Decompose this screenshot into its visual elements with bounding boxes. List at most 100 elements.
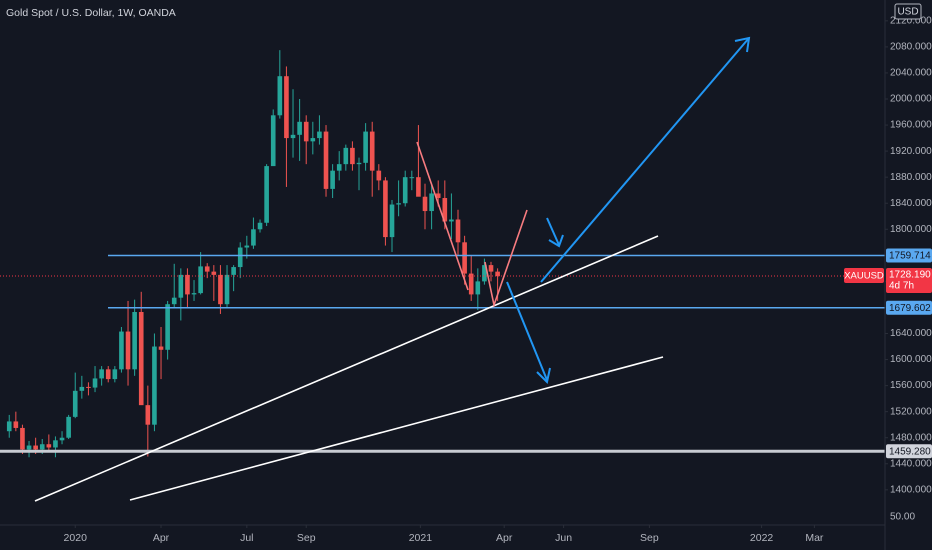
candle-body [224,274,230,305]
x-tick-label: Apr [496,532,513,544]
candle-body [244,245,250,248]
candle-body [297,121,302,135]
arrow [540,37,750,283]
candle-body [39,444,45,450]
candle-body [165,304,170,350]
candle-body [13,421,19,428]
candle-body [336,164,342,171]
candle-body [86,386,91,388]
candle-body [323,131,329,189]
chart-title: Gold Spot / U.S. Dollar, 1W, OANDA [6,7,176,19]
y-tick-label: 1480.000 [890,432,932,443]
x-tick-label: Mar [805,532,824,544]
candle-body [409,177,415,179]
candle-body [495,271,500,277]
candle-body [66,416,71,438]
y-tick-label: 2120.000 [890,15,932,26]
candle-body [99,369,104,379]
y-tick-label: 1440.000 [890,458,932,469]
candle-body [482,265,487,282]
candle-body [132,312,137,370]
candle-body [290,134,296,139]
candle-body [237,247,243,268]
candle-body [158,346,164,350]
candle-body [119,331,124,370]
candle-body [251,229,256,246]
candle-body [396,203,401,205]
y-tick-label: 2000.000 [890,94,932,105]
candle-body [383,180,388,238]
arrow-head [548,234,564,248]
y-tick-label: 1840.000 [890,198,932,209]
level-label-box [886,444,932,459]
x-tick-label: 2020 [64,532,88,544]
candle-body [92,378,98,388]
candle-body [468,273,474,295]
candle-body [303,121,309,142]
candle-body [198,266,203,294]
candle-body [369,131,375,171]
candle-body [257,222,263,230]
x-tick-label: Sep [297,532,316,544]
pattern-line [484,209,528,308]
candle-body [356,162,362,165]
candle-body [218,274,223,305]
candle-body [402,177,408,204]
level-label-box [886,300,932,315]
y-tick-label: 2080.000 [890,42,932,53]
candle-body [33,445,38,450]
x-tick-label: Jul [240,532,253,544]
candle-body [125,331,131,370]
last-price-box [886,268,932,294]
candle-body [211,271,217,275]
candle-body [475,281,481,295]
candle-body [264,166,269,223]
candle-body [284,76,289,139]
pattern-line [416,141,469,291]
levels [0,254,885,453]
y-tick-label: 1800.000 [890,224,932,235]
x-tick-label: Apr [153,532,170,544]
y-tick-label: 1640.000 [890,328,932,339]
candle-body [422,196,428,212]
y-tick-label: 1600.000 [890,354,932,365]
y-tick-label: 1520.000 [890,406,932,417]
candle-body [72,390,78,417]
candle-body [350,147,355,165]
currency-badge[interactable] [894,3,922,20]
arrow-head [536,367,551,385]
candle-body [59,437,65,441]
candle-body [112,369,118,380]
level-label-box [886,248,932,263]
candle-body [389,204,395,238]
x-tick-label: 2021 [409,532,433,544]
candle-body [178,274,184,298]
symbol-label: XAUUSD [844,271,884,282]
currency[interactable]: USD [897,7,918,18]
y-tick-label: 1960.000 [890,120,932,131]
candles [6,50,500,458]
candle-body [330,170,335,189]
y-tick-label: 1560.000 [890,380,932,391]
candle-body [416,177,421,197]
candle-body [317,131,322,139]
drawings [34,36,751,502]
x-tick-label: 2022 [750,532,774,544]
arrow [506,281,548,381]
candle-body [46,444,52,448]
volume-scale-label: 50.00 [890,512,915,523]
candle-body [6,421,12,432]
candle-body [310,138,316,142]
last-price-label: 1728.190 [889,270,931,281]
y-tick-label: 2040.000 [890,68,932,79]
x-tick-label: Jun [555,532,572,544]
candle-body [449,219,454,222]
candle-body [442,198,448,222]
candle-body [231,267,236,275]
candle-body [343,147,349,165]
candle-body [105,369,111,380]
candle-body [435,193,441,199]
candle-body [270,115,276,167]
